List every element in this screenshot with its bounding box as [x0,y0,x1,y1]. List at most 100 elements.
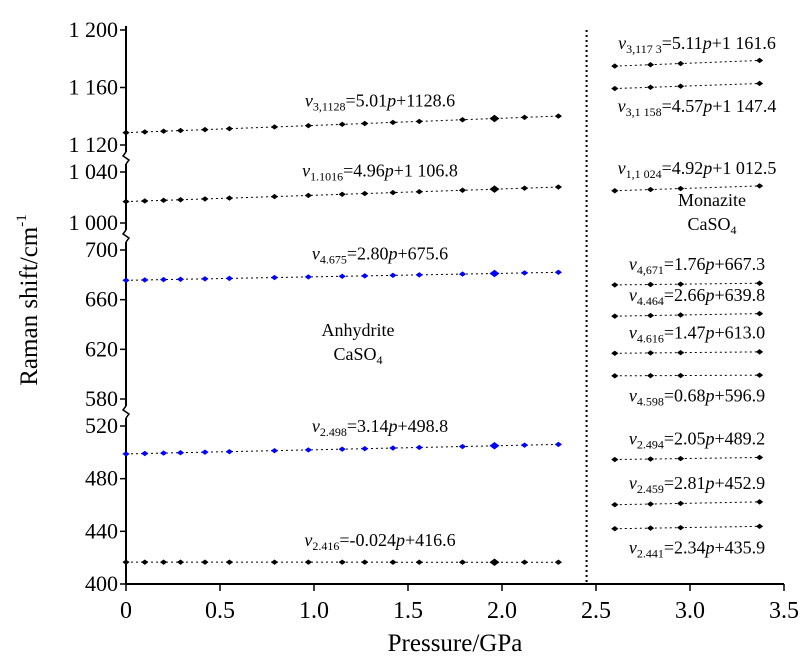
data-point [415,272,423,278]
data-point [141,277,149,283]
equation-subscript: 3,1 158 [626,105,662,119]
data-point [646,525,655,531]
equation-p: p [704,537,715,557]
y-tick-label: 580 [85,386,118,411]
equation-label: v4,671=1.76p+667.3 [629,254,765,277]
equation-coef: =2.81 [664,473,706,493]
equation-subscript: 1.1016 [310,170,343,184]
y-axis-title: Raman shift/cm-1 [14,214,43,386]
equation-label: v2.498=3.14p+498.8 [312,416,448,439]
y-tick-label: 1 200 [69,17,119,42]
data-point [554,441,562,448]
equation-nu: v [629,537,637,557]
equation-nu: v [302,161,310,181]
data-point [304,192,312,199]
series-1-1016: v1.1016=4.96p+1 106.8 [122,161,562,205]
equation-label: v1,1 024=4.92p+1 012.5 [618,158,777,181]
trend-line [125,271,559,281]
data-point [520,185,529,191]
phase-formula: CaSO4 [333,344,382,367]
data-point [611,313,619,319]
equation-label: v4.675=2.80p+675.6 [312,243,448,266]
equation-label: v3,1128=5.01p+1128.6 [305,91,455,114]
trend-line [125,443,559,455]
data-point [677,185,685,192]
data-point [646,372,655,379]
equation-nu: v [618,33,626,53]
series-4-616: v4.616=1.47p+613.0 [611,323,765,356]
data-point [755,523,764,530]
equation-coef: =4.57 [662,96,704,116]
series-3-1-158: v3,1 158=4.57p+1 147.4 [611,80,777,119]
data-point [160,450,168,456]
equation-label: v2.441=2.34p+435.9 [629,537,765,560]
equation-coef: =5.11 [662,33,703,53]
data-point [415,189,423,195]
data-point [554,559,562,565]
data-point [611,282,619,288]
y-tick-label: 1 000 [69,210,119,235]
data-point [677,455,685,462]
data-point [389,559,397,565]
data-point [270,447,279,454]
data-point [646,281,655,288]
data-point [389,189,397,196]
data-point [304,447,312,453]
data-point [176,559,185,565]
series-3-117-3: v3,117 3=5.11p+1 161.6 [611,33,776,69]
x-tick-label: 0 [120,598,132,624]
equation-nu: v [629,254,637,274]
equation-label: v3,1 158=4.57p+1 147.4 [618,96,777,119]
data-point [389,119,397,126]
data-point [270,193,279,200]
data-point [361,559,369,565]
phase-formula-subscript: 4 [731,223,737,237]
series-2-498: v2.498=3.14p+498.8 [122,416,562,457]
y-tick-label: 1 120 [69,132,119,157]
equation-label: v2.416=-0.024p+416.6 [304,530,455,553]
equation-p: p [394,530,405,550]
equation-p: p [704,473,715,493]
data-point [677,372,685,379]
data-point [611,188,619,194]
data-point [554,113,562,119]
equation-coef: =2.66 [664,285,706,305]
trend-line [614,59,760,67]
equation-p: p [704,285,715,305]
equation-coef: =2.80 [347,243,389,263]
data-point [520,270,529,276]
data-point [201,559,209,565]
equation-label: v4.616=1.47p+613.0 [629,323,765,346]
data-point [646,186,655,193]
equation-subscript: 4,671 [637,263,664,277]
x-tick-label: 1.5 [393,598,423,624]
equation-subscript: 2.459 [637,482,664,496]
data-point [755,57,764,64]
equation-nu: v [629,385,637,405]
equation-coef: =5.01 [345,91,387,111]
equation-label: v1.1016=4.96p+1 106.8 [302,161,458,184]
equation-intercept: +416.6 [405,530,456,550]
data-point [160,276,168,283]
equation-intercept: +1 106.8 [394,161,458,181]
data-point [389,272,397,279]
series-3-1128: v3,1128=5.01p+1128.6 [122,91,562,136]
data-point [458,559,467,565]
equation-coef: =4.92 [662,158,704,178]
data-point [489,558,500,566]
y-tick-label: 660 [85,287,118,312]
equation-intercept: +667.3 [715,254,766,274]
equation-label: v2.494=2.05p+489.2 [629,428,765,451]
y-tick-label: 620 [85,336,118,361]
equation-label: v4.598=0.68p+596.9 [629,385,765,408]
equation-subscript: 2.494 [637,437,664,451]
equation-subscript: 4.675 [320,252,347,266]
trend-line [614,351,760,354]
equation-coef: =0.68 [664,385,706,405]
trend-line [125,186,559,203]
data-point [646,84,655,90]
equation-coef: =2.05 [664,428,706,448]
data-point [611,526,619,532]
data-point [755,183,764,189]
data-point [611,456,619,463]
